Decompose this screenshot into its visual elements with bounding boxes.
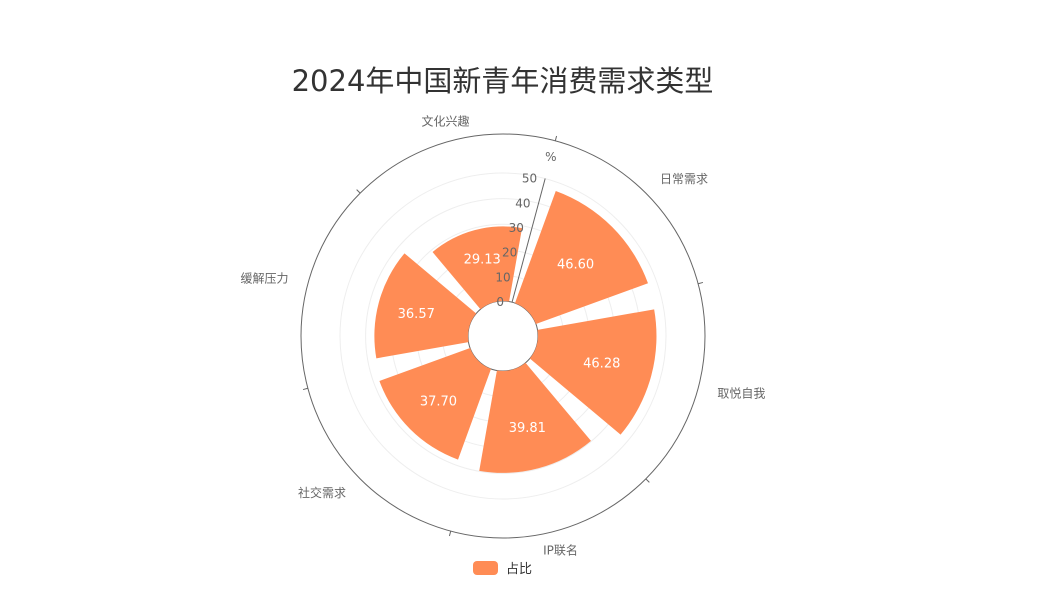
category-label-5: 文化兴趣 [422,114,470,129]
category-label-0: 日常需求 [660,172,708,186]
grid-ring-0 [467,300,539,372]
data-label-3: 37.70 [420,395,457,410]
radial-tick-label-4: 40 [515,196,530,210]
grid-ring-5 [339,172,667,500]
radial-tick-label-1: 10 [495,270,510,284]
category-label-4: 缓解压力 [241,272,289,286]
legend-swatch [472,560,498,575]
angle-tick-0 [554,135,558,142]
radial-axis-unit: % [545,150,556,164]
data-label-4: 36.57 [398,307,435,322]
data-label-1: 46.28 [583,356,620,371]
radial-tick-label-3: 30 [509,221,524,235]
category-label-2: IP联名 [543,542,578,557]
angle-tick-4 [302,387,309,391]
data-label-2: 39.81 [509,421,546,436]
data-label-group: 46.60 46.28 39.81 37.70 36.57 29.13 [398,252,621,435]
bar-5[interactable] [432,226,523,310]
legend-label: 占比 [505,562,532,577]
angle-tick-2 [645,478,650,483]
bar-2[interactable] [479,362,592,473]
chart-title: 2024年中国新青年消费需求类型 [291,64,714,98]
angle-tick-1 [697,281,704,285]
angle-tick-5 [356,189,361,194]
radial-tick-label-0: 0 [496,295,504,309]
bar-1[interactable] [529,309,657,435]
angle-tick-3 [448,530,452,537]
bar-0[interactable] [514,191,648,325]
data-label-0: 46.60 [557,257,594,272]
category-label-1: 取悦自我 [717,386,765,400]
bar-4[interactable] [374,253,477,359]
legend[interactable]: 占比 [0,558,1005,577]
bar-group [374,191,657,473]
radial-axis: 0 10 20 30 40 50% [495,150,556,309]
radial-tick-label-5: 50 [522,172,537,186]
radial-axis-line [511,178,546,303]
data-label-5: 29.13 [464,252,501,267]
radial-tick-label-2: 20 [502,246,517,260]
category-label-3: 社交需求 [298,485,346,500]
bar-3[interactable] [379,347,492,460]
angle-axis-ring [300,133,706,539]
